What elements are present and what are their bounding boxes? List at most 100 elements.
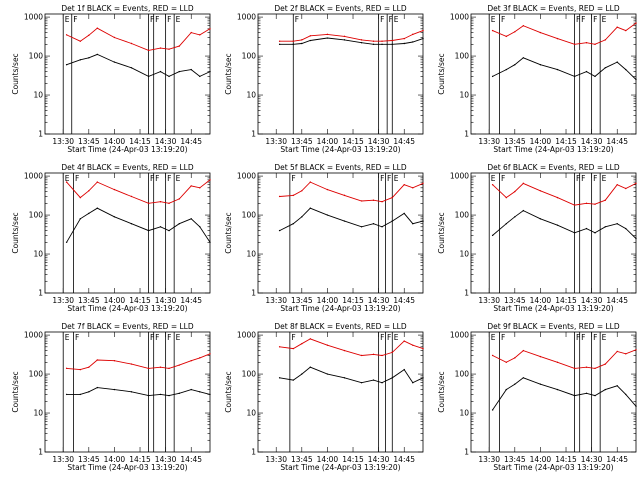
data-point-lld (292, 40, 294, 42)
data-point-events (343, 377, 346, 379)
flag-label: F (167, 15, 171, 24)
data-point-events (178, 223, 180, 225)
data-point-lld (556, 196, 559, 199)
plot-frame (470, 172, 637, 294)
data-point-lld (616, 184, 618, 186)
series-line-lld (492, 182, 637, 206)
data-point-lld (491, 354, 494, 357)
series-line-events (492, 377, 637, 411)
series-line-events (279, 366, 424, 384)
chart-panel-3: Det 3f BLACK = Events, RED = LLD 1 10 100 10… (437, 4, 637, 154)
data-point-events (190, 218, 192, 220)
x-tick-label: 14:00 (104, 296, 126, 305)
y-tick-label: 10 (33, 91, 43, 100)
data-point-events (514, 383, 516, 385)
x-tick-label: 14:45 (606, 455, 628, 464)
data-point-lld (65, 367, 68, 370)
data-point-lld (168, 48, 170, 50)
y-tick-label: 100 (242, 211, 257, 220)
x-tick-label: 13:30 (52, 137, 74, 146)
plot-frame (44, 13, 211, 135)
chart-title: Det 4f BLACK = Events, RED = LLD (61, 163, 194, 172)
x-tick-label: 13:45 (78, 137, 100, 146)
data-point-events (604, 226, 606, 228)
x-tick-label: 14:45 (393, 455, 415, 464)
data-point-lld (514, 357, 516, 359)
y-tick-label: 10 (459, 409, 469, 418)
data-point-events (301, 42, 303, 45)
data-point-events (573, 394, 576, 397)
data-point-events (292, 223, 294, 225)
y-axis-label: Counts/sec (11, 371, 20, 412)
data-point-events (625, 393, 627, 396)
data-point-lld (88, 34, 90, 37)
plot-frame (44, 331, 211, 453)
data-point-events (65, 393, 68, 396)
data-point-lld (178, 45, 180, 47)
data-point-lld (159, 201, 162, 203)
data-point-lld (343, 35, 346, 38)
data-point-events (391, 220, 393, 222)
flag-label: E (394, 15, 399, 24)
data-point-lld (292, 194, 294, 197)
y-tick-label: 1 (464, 289, 469, 298)
series-line-lld (492, 22, 637, 45)
data-point-events (130, 223, 133, 225)
data-point-lld (491, 184, 494, 186)
x-tick-label: 14:00 (104, 455, 126, 464)
data-point-events (635, 78, 637, 81)
data-point-events (309, 39, 312, 42)
x-tick-label: 14:30 (368, 296, 390, 305)
data-point-lld (412, 33, 414, 36)
x-tick-label: 14:00 (104, 137, 126, 146)
flag-label: F (593, 174, 597, 183)
x-axis-label: Start Time (24-Apr-03 13:19:20) (67, 145, 187, 154)
plot-frame (470, 13, 637, 135)
y-tick-label: 100 (242, 52, 257, 61)
data-point-lld (412, 344, 414, 346)
data-point-lld (309, 181, 312, 183)
data-point-events (539, 383, 542, 385)
data-point-events (278, 377, 281, 379)
data-point-lld (209, 28, 211, 30)
data-point-events (278, 43, 281, 46)
flag-label: E (65, 15, 70, 24)
data-point-events (79, 59, 81, 61)
data-point-lld (209, 179, 211, 181)
y-tick-label: 1000 (24, 331, 43, 340)
data-point-lld (539, 190, 542, 192)
data-point-events (209, 241, 211, 243)
data-point-lld (403, 184, 405, 186)
data-point-lld (522, 182, 525, 185)
data-point-lld (616, 26, 618, 28)
data-point-events (635, 405, 637, 407)
x-tick-label: 14:45 (393, 296, 415, 305)
y-tick-label: 1 (251, 448, 256, 457)
data-point-events (635, 237, 637, 240)
x-tick-label: 13:30 (52, 455, 74, 464)
data-point-events (514, 216, 516, 218)
data-point-events (585, 227, 588, 230)
y-axis-label: Counts/sec (437, 371, 446, 412)
flag-label: F (150, 174, 154, 183)
flag-label: F (501, 15, 505, 24)
data-point-events (199, 226, 201, 228)
data-point-events (522, 377, 525, 379)
x-tick-label: 14:30 (155, 455, 177, 464)
flag-label: F (155, 333, 159, 342)
data-point-events (556, 68, 559, 71)
series-line-lld (66, 27, 211, 51)
data-point-events (505, 388, 507, 391)
data-point-lld (505, 35, 507, 38)
flag-label: F (167, 174, 171, 183)
flag-label: F (73, 15, 77, 24)
chart-panel-6: Det 6f BLACK = Events, RED = LLD 1 10 100 10… (437, 163, 637, 313)
data-point-lld (292, 347, 294, 350)
y-tick-label: 10 (459, 91, 469, 100)
data-point-events (360, 42, 363, 44)
data-point-lld (635, 22, 637, 24)
flag-label: E (176, 15, 181, 24)
x-tick-label: 13:30 (265, 296, 287, 305)
data-point-events (594, 232, 596, 234)
data-point-lld (178, 198, 180, 200)
